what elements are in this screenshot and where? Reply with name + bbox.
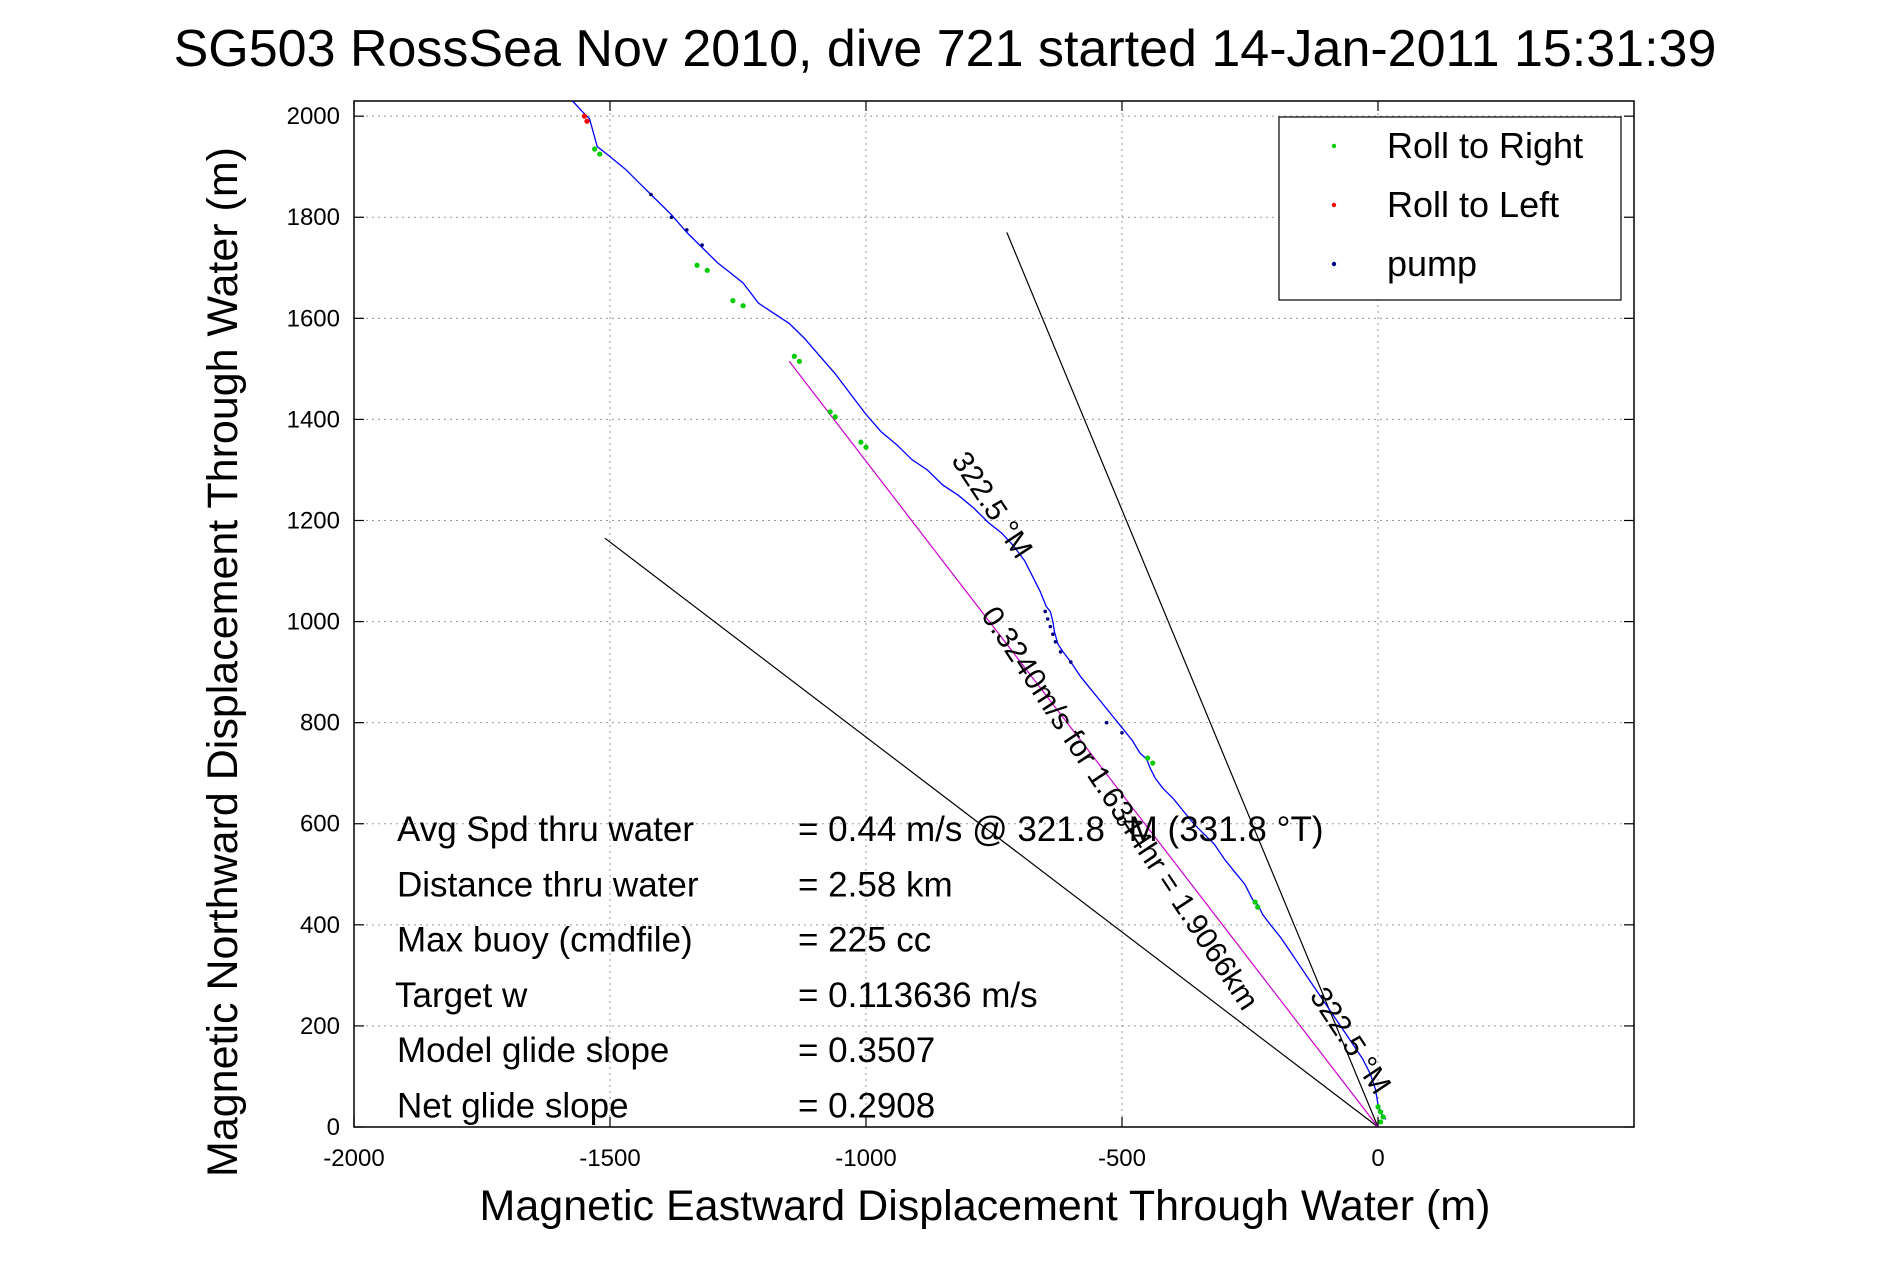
line-annotation: 322.5 °M: [1303, 982, 1397, 1101]
legend-marker: [1331, 202, 1337, 208]
track-layer: [572, 100, 1387, 1120]
pump-point: [1045, 617, 1050, 621]
roll-right-point: [791, 353, 797, 359]
roll-left-point: [581, 113, 588, 119]
stat-value: = 0.113636 m/s: [798, 976, 1038, 1015]
roll-right-point: [1377, 1109, 1384, 1115]
stat-value: = 225 cc: [798, 921, 931, 960]
line-annotation: 0.3240m/s for 1.6344hr = 1.9066km: [975, 601, 1265, 1016]
x-tick-label: 0: [1371, 1145, 1384, 1172]
roll-right-point: [694, 262, 700, 268]
pump-point: [1069, 660, 1073, 664]
stat-label: Model glide slope: [397, 1031, 669, 1070]
y-tick-label: 0: [327, 1114, 340, 1141]
roll-right-point: [1255, 904, 1261, 910]
y-tick-label: 1200: [287, 507, 340, 534]
marker-layer: [581, 113, 1386, 1125]
x-tick-label: -500: [1098, 1145, 1146, 1172]
roll-right-point: [597, 151, 603, 157]
pump-point: [1053, 639, 1058, 644]
stat-label: Net glide slope: [397, 1087, 629, 1126]
plot-frame: [353, 100, 1635, 1128]
roll-right-point: [1377, 1119, 1384, 1125]
x-tick-label: -1500: [579, 1145, 640, 1172]
stat-value: = 0.2908: [798, 1087, 935, 1126]
pump-point: [1058, 650, 1063, 654]
stat-value: = 2.58 km: [798, 865, 953, 904]
roll-right-point: [858, 439, 864, 445]
roll-right-point: [592, 146, 598, 152]
pump-point: [1048, 624, 1053, 629]
pump-point: [649, 192, 653, 197]
roll-right-point: [1145, 755, 1151, 761]
stat-value: = 0.44 m/s @ 321.8 °M (331.8 °T): [798, 810, 1324, 849]
pump-point: [1120, 730, 1124, 735]
y-tick-label: 1600: [287, 305, 340, 332]
reference-line: [788, 360, 1379, 1128]
roll-right-point: [827, 409, 833, 415]
roll-right-point: [1252, 899, 1258, 905]
stat-value: = 0.3507: [798, 1031, 935, 1070]
tick-layer: -2000 -1500 -1000 -500 0 0 200 400 600 800 1000 120…: [287, 101, 1634, 1172]
roll-right-point: [704, 267, 710, 273]
roll-right-point: [1375, 1104, 1381, 1110]
legend-marker: [1331, 143, 1337, 149]
legend-marker: [1331, 261, 1337, 267]
roll-right-point: [730, 298, 736, 304]
legend-label: Roll to Right: [1387, 125, 1583, 166]
reference-lines: [604, 232, 1379, 1128]
stat-label: Max buoy (cmdfile): [397, 921, 693, 960]
pump-point: [669, 215, 674, 220]
pump-point: [700, 243, 704, 247]
stats-block: Avg Spd thru water = 0.44 m/s @ 321.8 °M …: [395, 810, 1324, 1126]
roll-right-point: [1380, 1114, 1386, 1120]
x-axis-label: Magnetic Eastward Displacement Through W…: [480, 1182, 1491, 1230]
stat-label: Distance thru water: [397, 865, 699, 904]
chart-title: SG503 RossSea Nov 2010, dive 721 started…: [174, 20, 1717, 78]
pump-point: [1104, 720, 1109, 725]
roll-left-point: [584, 118, 590, 124]
pump-point: [685, 228, 689, 232]
y-tick-label: 2000: [287, 103, 340, 130]
legend-box: [1278, 116, 1622, 301]
y-tick-label: 800: [300, 710, 340, 737]
y-tick-label: 1000: [287, 609, 340, 636]
roll-right-point: [740, 303, 746, 309]
roll-right-point: [796, 358, 803, 364]
roll-right-point: [1150, 760, 1156, 766]
roll-right-point: [832, 414, 838, 420]
reference-line: [1006, 232, 1379, 1128]
legend-label: Roll to Left: [1387, 184, 1559, 225]
legend-label: pump: [1387, 243, 1477, 284]
line-annotation: 322.5 °M: [945, 446, 1039, 565]
roll-right-point: [863, 444, 869, 450]
y-tick-label: 400: [300, 912, 340, 939]
track-line: [572, 100, 1387, 1120]
stat-label: Target w: [395, 976, 528, 1015]
y-tick-label: 200: [300, 1013, 340, 1040]
y-axis-label: Magnetic Northward Displacement Through …: [199, 147, 247, 1177]
stat-label: Avg Spd thru water: [397, 810, 694, 849]
x-tick-label: -1000: [835, 1145, 896, 1172]
y-tick-label: 600: [300, 811, 340, 838]
reference-line: [604, 537, 1379, 1128]
pump-point: [1051, 632, 1055, 637]
x-tick-label: -2000: [323, 1145, 384, 1172]
y-tick-label: 1400: [287, 406, 340, 433]
pump-point: [1043, 609, 1047, 614]
legend: Roll to Right Roll to Left pump: [1278, 116, 1622, 301]
y-tick-label: 1800: [287, 204, 340, 231]
